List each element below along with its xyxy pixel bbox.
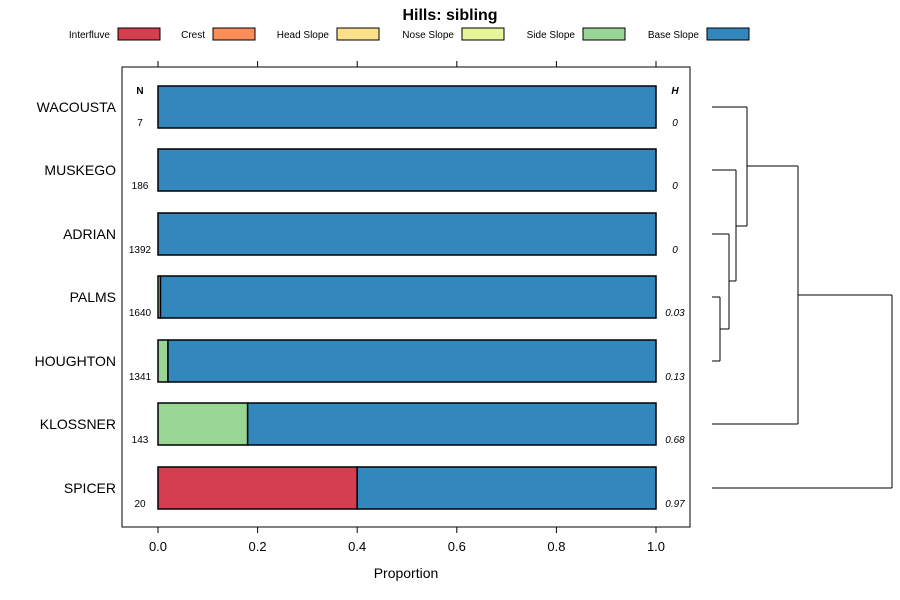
chart-title: Hills: sibling xyxy=(402,7,497,24)
category-labels: WACOUSTA 7 0 MUSKEGO 186 0 ADRIAN 1392 0 PALMS 164… xyxy=(35,99,686,510)
bar-segment-houghton-side-slope xyxy=(157,339,169,383)
h-value: 0 xyxy=(672,245,678,256)
n-value: 186 xyxy=(132,181,149,192)
category-label: MUSKEGO xyxy=(44,162,116,178)
bar-segment-wacousta-base-slope xyxy=(157,85,657,129)
legend-swatch-base-slope xyxy=(706,27,750,41)
legend-swatch-nose-slope xyxy=(461,27,505,41)
legend-swatch-interfluve xyxy=(117,27,161,41)
bar-segment-klossner-side-slope xyxy=(157,402,249,446)
x-tick-label: 0.4 xyxy=(348,539,366,554)
bar-segment-houghton-base-slope xyxy=(167,339,657,383)
legend-label-crest: Crest xyxy=(181,30,205,41)
dendrogram xyxy=(712,106,893,489)
n-header: N xyxy=(136,86,143,97)
bar-segment-spicer-interfluve xyxy=(157,466,358,510)
plot-frame xyxy=(121,66,691,528)
n-value: 1392 xyxy=(129,245,152,256)
h-header: H xyxy=(671,86,679,97)
legend-swatch-side-slope xyxy=(582,27,626,41)
x-tick-label: 0.6 xyxy=(448,539,466,554)
n-value: 143 xyxy=(132,435,149,446)
n-value: 7 xyxy=(137,118,143,129)
category-label: HOUGHTON xyxy=(35,353,116,369)
category-label: PALMS xyxy=(70,289,116,305)
legend-label-side-slope: Side Slope xyxy=(527,30,576,41)
h-value: 0 xyxy=(672,118,678,129)
bar-segment-palms-base-slope xyxy=(159,275,657,319)
legend: Interfluve Crest Head Slope Nose Slope Side … xyxy=(69,27,750,41)
x-axis: 0.0 0.2 0.4 0.6 0.8 1.0 xyxy=(149,61,665,554)
legend-swatch-crest xyxy=(212,27,256,41)
category-label: SPICER xyxy=(64,480,116,496)
h-value: 0.03 xyxy=(665,308,685,319)
legend-label-nose-slope: Nose Slope xyxy=(402,30,454,41)
category-label: KLOSSNER xyxy=(40,416,116,432)
x-tick-label: 0.0 xyxy=(149,539,167,554)
category-label: WACOUSTA xyxy=(37,99,117,115)
bar-segment-klossner-base-slope xyxy=(246,402,657,446)
n-value: 1341 xyxy=(129,372,152,383)
h-value: 0.97 xyxy=(665,499,685,510)
x-tick-label: 0.2 xyxy=(249,539,267,554)
legend-label-base-slope: Base Slope xyxy=(648,30,700,41)
x-tick-label: 0.8 xyxy=(547,539,565,554)
h-value: 0.13 xyxy=(665,372,685,383)
x-tick-label: 1.0 xyxy=(647,539,665,554)
category-label: ADRIAN xyxy=(63,226,116,242)
bar-segment-adrian-base-slope xyxy=(157,212,657,256)
n-value: 1640 xyxy=(129,308,152,319)
h-value: 0 xyxy=(672,181,678,192)
legend-label-head-slope: Head Slope xyxy=(277,30,330,41)
n-value: 20 xyxy=(134,499,146,510)
h-value: 0.68 xyxy=(665,435,685,446)
legend-swatch-head-slope xyxy=(336,27,380,41)
bar-segment-spicer-base-slope xyxy=(356,466,657,510)
legend-label-interfluve: Interfluve xyxy=(69,30,111,41)
bars xyxy=(157,85,657,510)
bar-segment-muskego-base-slope xyxy=(157,148,657,192)
x-axis-title: Proportion xyxy=(374,565,439,581)
